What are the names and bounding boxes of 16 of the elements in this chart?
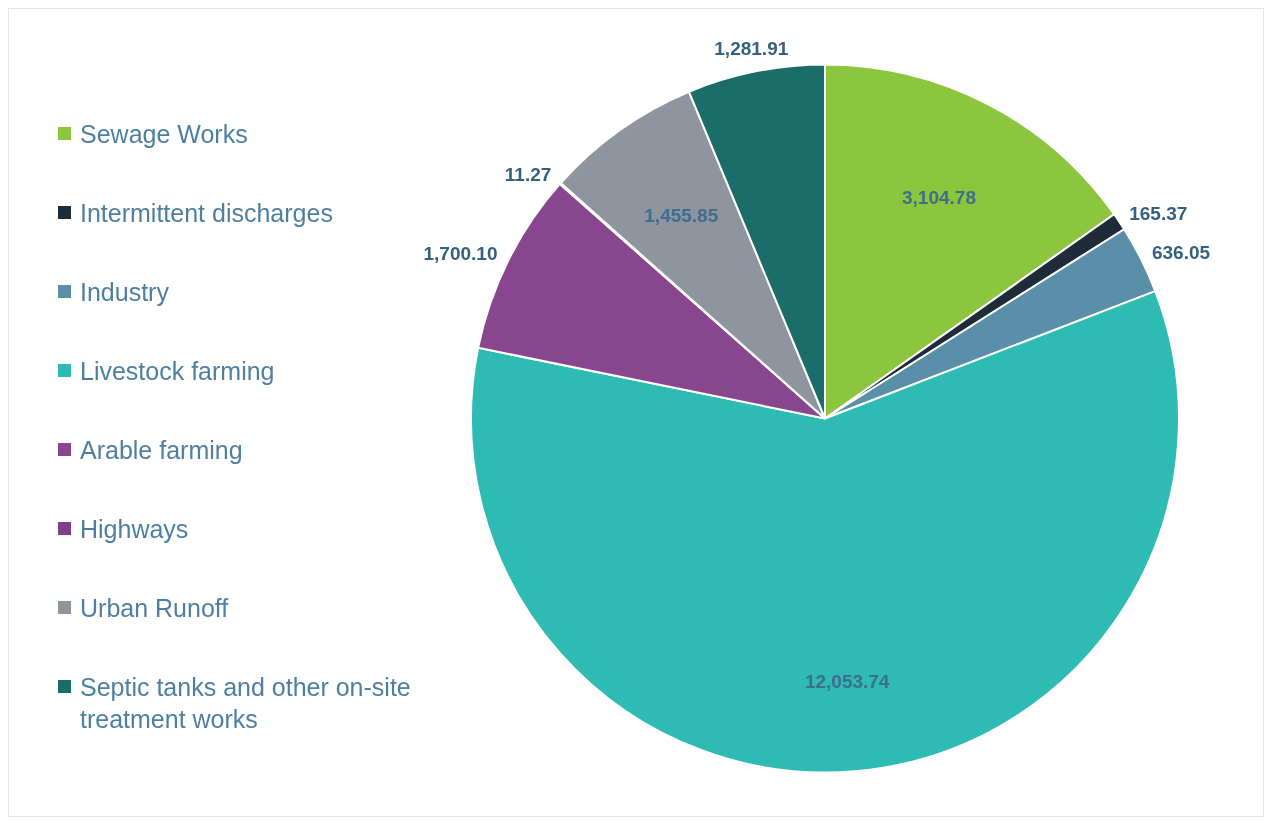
- legend-label: Sewage Works: [80, 119, 248, 150]
- data-label: 165.37: [1129, 203, 1188, 225]
- legend-label: Urban Runoff: [80, 593, 229, 624]
- data-label: 3,104.78: [901, 186, 976, 208]
- legend-label: Intermittent discharges: [80, 198, 333, 229]
- data-label: 12,053.74: [804, 671, 890, 693]
- legend-label: Industry: [80, 277, 169, 308]
- legend-label: Livestock farming: [80, 356, 275, 387]
- legend-label: Septic tanks and other on-site treatment works: [80, 672, 412, 735]
- data-label: 1,455.85: [644, 204, 719, 226]
- legend-label: Arable farming: [80, 435, 243, 466]
- data-label: 1,281.91: [714, 38, 789, 60]
- data-label: 11.27: [504, 163, 552, 185]
- data-label: 1,700.10: [423, 243, 498, 265]
- legend-label: Highways: [80, 514, 189, 545]
- data-label: 636.05: [1151, 242, 1211, 264]
